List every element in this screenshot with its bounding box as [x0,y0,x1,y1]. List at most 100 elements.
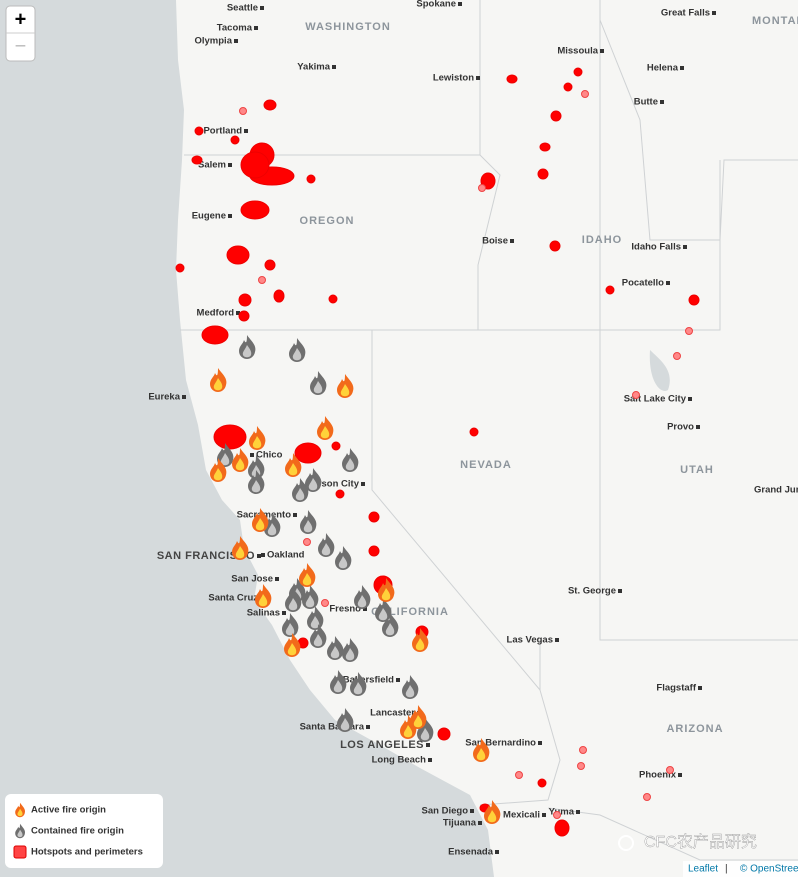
lake [649,350,670,391]
legend-label: Contained fire origin [31,826,124,837]
city-dot [182,395,186,399]
contained-fire [335,546,352,570]
hotspot-point [579,746,587,754]
hotspot-point [581,90,589,98]
flame-inner [302,573,312,586]
city-dot [244,129,248,133]
hotspot-point [685,327,693,335]
active-fire [255,584,272,608]
flame-inner [405,685,415,698]
watermark-icon [618,835,634,851]
city-label: Great Falls [661,8,710,19]
hotspot [213,424,247,450]
flame-inner [340,384,350,397]
hotspot [306,174,316,184]
hotspot-point [478,184,486,192]
contained-fire [307,606,324,630]
flame-inner [385,623,395,636]
region-label: ARIZONA [666,723,723,735]
city-label: Yakima [297,62,330,73]
flame-inner [220,453,230,466]
city-label: Eugene [192,211,226,222]
hotspot-point [666,766,674,774]
hotspot [328,294,338,304]
city-label: San Diego [422,806,469,817]
city-dot [428,758,432,762]
flame-inner [313,381,323,394]
active-fire [210,368,227,392]
city-dot [696,425,700,429]
attribution-link[interactable]: © OpenStreetMap [740,864,798,875]
contained-fire [289,338,306,362]
city-label: Salem [198,160,226,171]
city-dot [688,397,692,401]
flame-inner [476,748,486,761]
city-dot [542,813,546,817]
legend-label: Active fire origin [31,805,106,816]
hotspot [238,293,252,307]
city-label: Olympia [195,36,233,47]
city-dot [458,2,462,6]
active-fire [299,563,316,587]
city-label: Provo [667,422,694,433]
city-dot [470,809,474,813]
city-dot [678,773,682,777]
active-fire [15,802,26,818]
hotspot [506,74,518,84]
attribution-link[interactable]: Leaflet [688,864,718,875]
hotspot [539,142,551,152]
flame-inner [305,595,315,608]
flame-inner [295,488,305,501]
contained-fire [375,598,392,622]
flame-inner [333,680,343,693]
contained-fire [282,613,299,637]
city-dot [236,311,240,315]
flame-inner [292,348,302,361]
hotspots [175,67,700,837]
hotspot [469,427,479,437]
contained-fire [342,448,359,472]
city-dot [618,589,622,593]
city-dot [712,11,716,15]
zoom-in[interactable]: + [15,8,27,30]
hotspot [201,325,229,345]
city-label: Idaho Falls [631,242,681,253]
active-fire [210,458,227,482]
active-fire [378,578,395,602]
city-label: Portland [203,126,242,137]
hotspot [573,67,583,77]
city-dot [510,239,514,243]
attribution-sep: | [725,864,728,875]
attribution: Leaflet | © OpenStreetMap [683,861,798,877]
flame-inner [378,608,388,621]
city-label: LOS ANGELES [340,739,424,751]
hotspot-point [673,352,681,360]
zoom-out[interactable]: − [15,35,27,57]
contained-fire [330,670,347,694]
city-label: Fresno [329,604,361,615]
region-label: UTAH [680,464,714,476]
watermark-text: CFC农产品研究 [644,833,757,851]
city-label: Phoenix [639,770,677,781]
flame-inner [288,598,298,611]
city-label: Missoula [557,46,598,57]
contained-fire [337,708,354,732]
city-label: Ensenada [448,847,494,858]
region-label: NEVADA [460,459,512,471]
flame-inner [403,725,413,738]
active-fire [473,738,490,762]
city-dot [576,810,580,814]
flame-inner [308,478,318,491]
city-dot [260,6,264,10]
hotspot-point [258,276,266,284]
legend: Active fire origin Contained fire origin… [5,794,163,868]
hotspot-point [303,538,311,546]
city-label: Flagstaff [656,683,696,694]
city-dot [361,482,365,486]
city-dot [261,553,265,557]
flame-inner [338,556,348,569]
contained-fire [305,468,322,492]
flame-inner [353,682,363,695]
flame-inner [313,634,323,647]
